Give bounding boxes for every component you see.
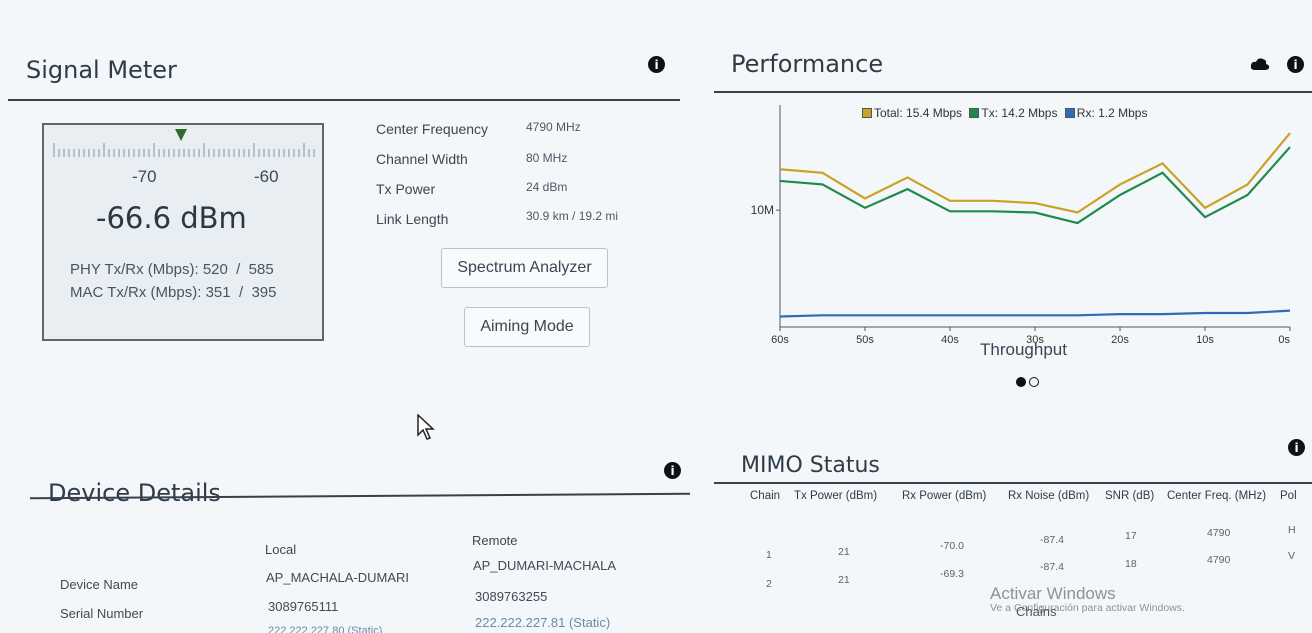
link-length-label: Link Length [376, 211, 449, 227]
device-details-title: Device Details [48, 479, 221, 507]
mimo-header-snr: SNR (dB) [1105, 490, 1155, 502]
chart-x-tick-label: 40s [941, 334, 959, 346]
center-frequency-label: Center Frequency [376, 121, 489, 137]
chart-caption: Throughput [980, 340, 1067, 359]
channel-width-label: Channel Width [376, 151, 468, 167]
serial-number-remote: 3089763255 [475, 589, 548, 604]
mimo-header-center-freq: Center Freq. (MHz) [1167, 490, 1267, 502]
mimo-r2-noise: -87.4 [1040, 561, 1064, 573]
mimo-title: MIMO Status [741, 453, 880, 478]
ip-local: 222.222.227.80 (Static) [268, 625, 383, 633]
throughput-chart: 10M 60s 50s 40s 30s 20s 10s 0s [751, 105, 1291, 346]
legend-rx: Rx: 1.2 Mbps [1076, 106, 1148, 120]
meter-pointer-icon [175, 129, 187, 141]
watermark-line2: Ve a Configuración para activar Windows. [990, 602, 1185, 614]
mac-rate-value: 351 / 395 [205, 284, 277, 301]
mimo-header-chain: Chain [750, 490, 781, 502]
series-line-tx [779, 146, 1291, 225]
device-details-info-icon[interactable]: i [664, 462, 681, 479]
mimo-header-rx-noise: Rx Noise (dBm) [1008, 490, 1090, 502]
windows-activation-watermark: Activar Windows Ve a Configuración para … [990, 584, 1185, 614]
device-name-local: AP_MACHALA-DUMARI [266, 570, 410, 585]
chart-x-tick-label: 50s [856, 334, 874, 346]
chart-x-tick-label: 0s [1278, 334, 1290, 346]
chart-pager[interactable] [1016, 374, 1040, 392]
signal-meter-info-icon[interactable]: i [648, 56, 665, 73]
chart-legend: Total: 15.4 Mbps Tx: 14.2 Mbps Rx: 1.2 M… [858, 106, 1147, 120]
phy-rate: PHY Tx/Rx (Mbps): 520 / 585 [70, 261, 274, 278]
chart-x-tick-label: 60s [771, 334, 789, 346]
pager-dot-active[interactable] [1016, 377, 1026, 387]
meter-scale-max: -60 [254, 167, 279, 186]
tx-power-label: Tx Power [376, 181, 436, 197]
center-frequency-value: 4790 MHz [526, 120, 581, 134]
signal-level-value: -66.6 dBm [96, 201, 247, 235]
performance-info-icon[interactable]: i [1287, 56, 1304, 73]
mouse-cursor-icon [417, 413, 435, 445]
chart-x-tick-label: 20s [1111, 334, 1129, 346]
chart-y-tick-label: 10M [751, 203, 774, 217]
cloud-icon[interactable] [1250, 56, 1270, 77]
meter-scale-ticks [53, 143, 315, 157]
mimo-r2-rx: -69.3 [940, 568, 964, 580]
mimo-r2-pol: V [1288, 550, 1296, 562]
mac-rate-label: MAC Tx/Rx (Mbps): [70, 284, 202, 301]
mimo-header-rx-power: Rx Power (dBm) [902, 490, 987, 502]
mimo-r1-snr: 17 [1125, 530, 1137, 542]
mimo-r1-rx: -70.0 [940, 540, 964, 552]
legend-tx: Tx: 14.2 Mbps [981, 106, 1058, 120]
meter-scale-min: -70 [132, 167, 157, 186]
mimo-r2-chain: 2 [766, 578, 772, 590]
mimo-r1-tx: 21 [838, 546, 850, 558]
spectrum-analyzer-button[interactable]: Spectrum Analyzer [441, 248, 608, 288]
mimo-r1-chain: 1 [766, 549, 772, 561]
remote-header: Remote [472, 533, 518, 548]
watermark-line1: Activar Windows [990, 584, 1116, 603]
pager-dot-inactive[interactable] [1029, 377, 1040, 387]
chart-x-tick-label: 10s [1196, 334, 1214, 346]
link-length-value: 30.9 km / 19.2 mi [526, 209, 619, 223]
mimo-r1-freq: 4790 [1207, 527, 1231, 539]
mimo-r1-pol: H [1288, 524, 1296, 536]
series-line-total [779, 132, 1291, 214]
mimo-header-pol: Pol [1280, 490, 1297, 502]
tx-power-value: 24 dBm [526, 180, 568, 194]
chains-overlay-text: Chains [1016, 604, 1057, 619]
legend-swatch-rx [1064, 108, 1075, 118]
serial-number-local: 3089765111 [268, 599, 339, 614]
aiming-mode-button[interactable]: Aiming Mode [464, 307, 590, 347]
device-name-remote: AP_DUMARI-MACHALA [473, 558, 617, 573]
legend-swatch-total [862, 108, 872, 118]
device-name-label: Device Name [60, 577, 139, 592]
mimo-r1-noise: -87.4 [1040, 534, 1064, 546]
chart-x-tick-label: 30s [1026, 334, 1044, 346]
channel-width-value: 80 MHz [526, 151, 568, 165]
mimo-header-tx-power: Tx Power (dBm) [794, 490, 878, 502]
mimo-r2-tx: 21 [838, 574, 850, 586]
phy-rate-value: 520 / 585 [202, 261, 274, 278]
series-line-rx [779, 309, 1291, 318]
ip-remote: 222.222.227.81 (Static) [475, 615, 611, 630]
legend-total: Total: 15.4 Mbps [874, 106, 963, 120]
mimo-info-icon[interactable]: i [1288, 439, 1305, 456]
performance-divider [714, 91, 1312, 93]
local-header: Local [265, 542, 297, 557]
signal-meter-divider [8, 99, 680, 101]
mimo-r2-snr: 18 [1125, 558, 1137, 570]
signal-meter-title: Signal Meter [26, 56, 177, 84]
mimo-divider [714, 482, 1312, 484]
performance-title: Performance [731, 50, 884, 78]
signal-meter-gauge: -70 -60 -66.6 dBm PHY Tx/Rx (Mbps): 520 … [42, 123, 324, 341]
mac-rate: MAC Tx/Rx (Mbps): 351 / 395 [70, 284, 276, 301]
phy-rate-label: PHY Tx/Rx (Mbps): [70, 261, 199, 278]
serial-number-label: Serial Number [60, 606, 144, 621]
mimo-r2-freq: 4790 [1207, 554, 1231, 566]
legend-swatch-tx [969, 108, 980, 118]
